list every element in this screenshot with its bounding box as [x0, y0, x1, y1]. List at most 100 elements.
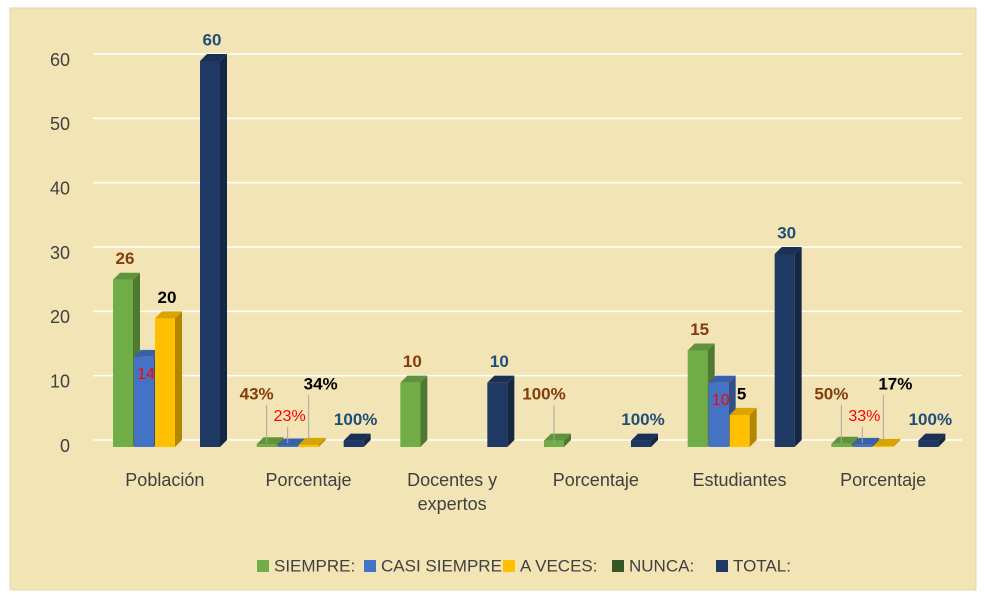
bar-top [256, 437, 284, 445]
bar [631, 433, 658, 447]
data-label: 100% [522, 384, 565, 403]
x-tick-label: Población [125, 470, 205, 490]
x-tick-label: Docentes y expertos [407, 470, 498, 514]
bar [343, 433, 371, 447]
bar-side [794, 247, 802, 447]
bar-top [918, 433, 946, 441]
bar-front [113, 279, 133, 447]
legend-swatch [716, 560, 728, 572]
x-tick-label: Estudiantes [692, 470, 787, 490]
bar [544, 433, 571, 447]
y-tick-label: 40 [50, 178, 70, 198]
bar [852, 437, 880, 447]
bar-top [155, 311, 182, 319]
bar-top [343, 433, 371, 441]
data-label: 10 [712, 392, 730, 409]
bar-side [363, 433, 371, 447]
data-label: 50% [814, 384, 848, 403]
data-label: 5 [737, 384, 746, 403]
bar [918, 433, 946, 447]
bar-side [276, 437, 284, 447]
data-label: 17% [878, 374, 912, 393]
data-label: 20 [158, 288, 177, 307]
data-label: 10 [490, 352, 509, 371]
bar-front [774, 254, 795, 447]
legend-label: TOTAL: [733, 556, 791, 575]
bar-front [155, 318, 175, 447]
data-label: 30 [777, 223, 796, 242]
legend-label: CASI SIEMPRE: [381, 556, 507, 575]
data-label: 15 [690, 320, 709, 339]
x-tick-label: Porcentaje [552, 470, 639, 490]
bar-top [729, 407, 757, 415]
bar [873, 438, 901, 447]
bar-front [708, 382, 729, 447]
legend-swatch [257, 560, 269, 572]
bar-side [893, 438, 901, 447]
legend-swatch [612, 560, 624, 572]
bar-top [400, 375, 428, 383]
y-tick-label: 50 [50, 114, 70, 134]
bar-front [918, 440, 939, 447]
bar-side [749, 407, 757, 447]
bar [729, 407, 757, 447]
bar-front [631, 440, 651, 447]
bar [487, 375, 515, 447]
bar-top [277, 438, 305, 446]
legend-swatch [503, 560, 515, 572]
bar-top [687, 343, 715, 351]
data-label: 33% [848, 408, 880, 425]
bar-side [318, 437, 326, 447]
bar-front [298, 444, 319, 447]
bar-front [200, 61, 220, 447]
data-label: 100% [621, 410, 664, 429]
bar-front [277, 445, 298, 447]
bar-top [831, 436, 859, 444]
bar-top [544, 433, 571, 441]
bar-front [400, 382, 421, 447]
data-label: 100% [909, 410, 952, 429]
y-tick-label: 60 [50, 50, 70, 70]
legend-swatch [364, 560, 376, 572]
chart-background [9, 7, 977, 591]
bar-top [873, 438, 901, 446]
y-tick-label: 30 [50, 243, 70, 263]
data-label: 100% [334, 410, 377, 429]
bar-top [708, 375, 736, 383]
bar [298, 437, 326, 447]
bar [774, 247, 802, 447]
bar-front [873, 445, 894, 447]
y-tick-label: 20 [50, 307, 70, 327]
data-label: 26 [116, 249, 135, 268]
bar-top [113, 272, 140, 280]
bar-front [343, 440, 364, 447]
data-label: 14 [137, 366, 155, 383]
data-label: 10 [403, 352, 422, 371]
bar [155, 311, 182, 447]
data-label: 34% [304, 374, 338, 393]
legend-label: SIEMPRE: [274, 556, 355, 575]
bar-top [200, 54, 227, 61]
bar-front [852, 444, 873, 447]
bar-top [631, 433, 658, 441]
bar-top [774, 247, 802, 254]
x-tick-label: Porcentaje [840, 470, 927, 490]
bar-side [651, 433, 658, 447]
bar-top [298, 437, 326, 445]
bar-front [729, 414, 750, 447]
bar-side [938, 433, 946, 447]
data-label: 60 [203, 30, 222, 49]
bar-side [872, 437, 880, 447]
x-tick-label: Porcentaje [265, 470, 352, 490]
bar [200, 54, 227, 447]
legend-label: A VECES: [520, 556, 597, 575]
bar-side [175, 311, 182, 447]
bar [400, 375, 428, 447]
data-label: 23% [274, 408, 306, 425]
bar-front [256, 444, 277, 447]
bar-top [134, 349, 161, 357]
bar-side [220, 54, 227, 447]
bar-side [564, 433, 571, 447]
bar-front [687, 350, 708, 447]
